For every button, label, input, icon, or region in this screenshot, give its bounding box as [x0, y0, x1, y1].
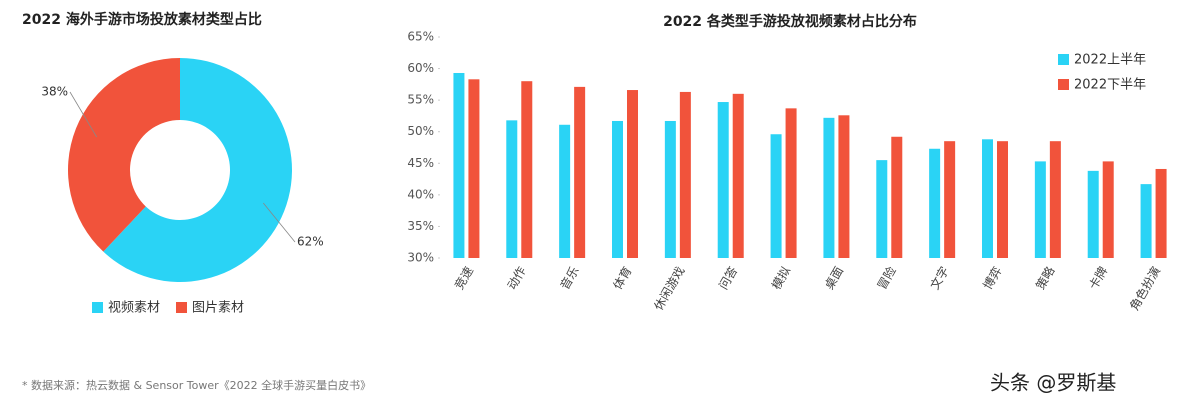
y-tick-label: 35%: [407, 219, 434, 233]
bar-title: 2022 各类型手游投放视频素材占比分布: [663, 13, 917, 30]
x-tick-label: 音乐: [557, 264, 582, 292]
x-tick-label: 体育: [610, 264, 635, 292]
pie-title: 2022 海外手游市场投放素材类型占比: [22, 11, 262, 28]
legend-label: 2022上半年: [1074, 53, 1146, 68]
x-tick-label: 文字: [927, 264, 952, 292]
x-tick-label: 策略: [1032, 264, 1057, 292]
x-tick-label: 动作: [505, 264, 529, 292]
bar: [664, 120, 676, 258]
y-tick-label: 45%: [407, 156, 434, 170]
x-tick-label: 博弈: [980, 264, 1005, 292]
bar: [838, 115, 850, 258]
x-tick-label: 竞速: [452, 264, 476, 292]
footnote: * 数据来源：热云数据 & Sensor Tower《2022 全球手游买量白皮…: [22, 378, 371, 392]
bar: [770, 134, 782, 258]
bar: [891, 136, 903, 258]
x-tick-label: 卡牌: [1086, 264, 1110, 292]
bar: [521, 81, 533, 258]
bar: [453, 72, 465, 259]
legend-label: 图片素材: [192, 301, 244, 316]
bar: [612, 120, 623, 258]
bar: [627, 90, 638, 258]
slice-label: 62%: [297, 235, 324, 249]
x-tick-label: 角色扮演: [1126, 264, 1163, 313]
bar: [506, 120, 518, 258]
y-tick-label: 30%: [407, 251, 434, 265]
bar: [785, 108, 797, 258]
bar: [997, 141, 1008, 258]
bar: [574, 86, 586, 258]
legend-swatch: [1058, 79, 1069, 90]
legend-swatch: [92, 302, 103, 313]
legend-swatch: [176, 302, 187, 313]
x-tick-label: 休闲游戏: [651, 264, 687, 313]
bar: [982, 139, 993, 258]
bar: [929, 148, 941, 258]
y-tick-label: 65%: [407, 30, 434, 44]
bar: [468, 79, 480, 258]
bar: [1087, 170, 1099, 258]
bar: [1102, 161, 1114, 258]
y-tick-label: 60%: [407, 61, 434, 75]
x-tick-label: 冒险: [874, 264, 899, 292]
x-tick-label: 模拟: [769, 264, 793, 292]
bar: [559, 124, 571, 258]
y-tick-label: 40%: [407, 187, 434, 201]
bar: [1049, 141, 1061, 258]
x-tick-label: 问答: [715, 264, 740, 292]
leader-line: [262, 202, 296, 243]
y-tick-label: 50%: [407, 124, 434, 138]
bar: [1155, 168, 1167, 258]
bar: [944, 141, 956, 258]
bar: [823, 117, 835, 258]
legend-label: 2022下半年: [1074, 78, 1146, 93]
y-tick-label: 55%: [407, 93, 434, 107]
legend-swatch: [1058, 54, 1069, 65]
pie-slice: [103, 58, 292, 282]
bar: [876, 160, 888, 258]
x-tick-label: 桌面: [822, 264, 846, 292]
bar: [1140, 184, 1152, 258]
bar: [1034, 161, 1046, 258]
pie-slice: [67, 58, 180, 252]
bar: [679, 91, 691, 258]
watermark: 头条 @罗斯基: [990, 371, 1116, 395]
legend-label: 视频素材: [108, 301, 160, 316]
bar: [717, 102, 729, 258]
leader-line: [69, 91, 98, 138]
bar: [732, 93, 744, 258]
slice-label: 38%: [41, 85, 68, 99]
